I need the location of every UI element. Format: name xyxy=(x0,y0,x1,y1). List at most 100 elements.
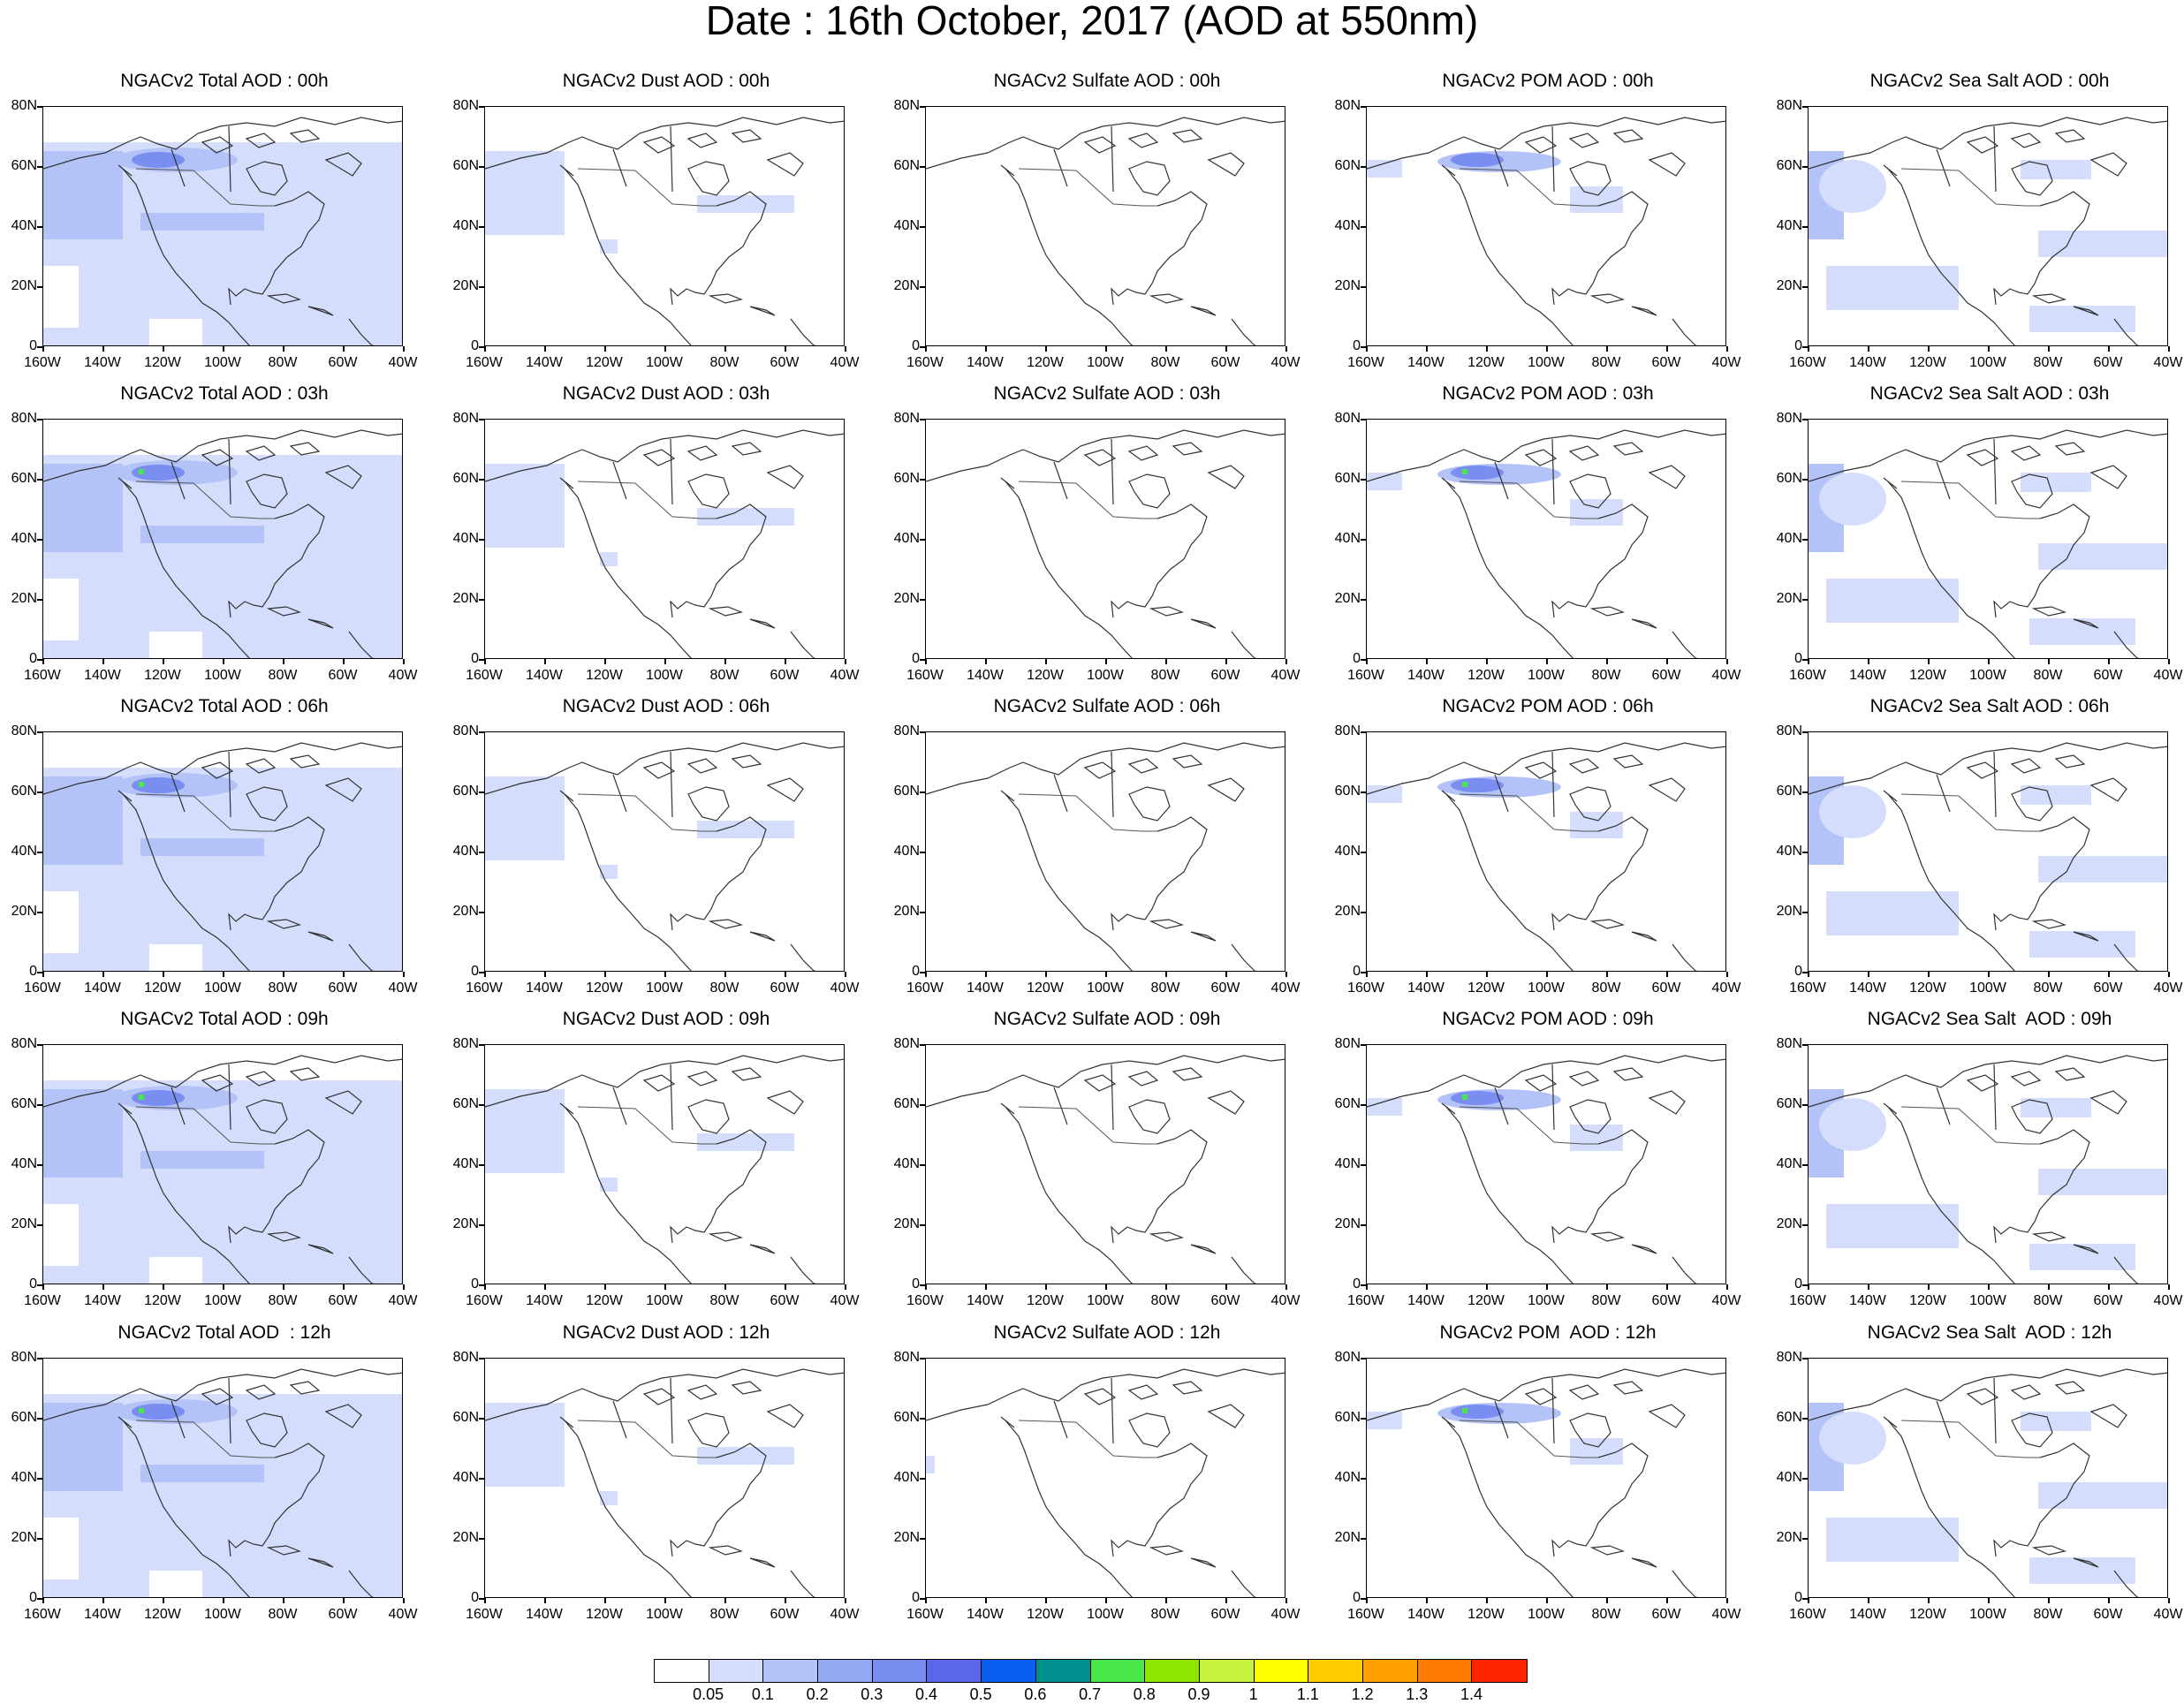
y-tick-label: 60N xyxy=(11,1096,37,1111)
x-tick-mark xyxy=(724,1598,726,1603)
y-tick-mark xyxy=(1802,1598,1808,1600)
y-tick-mark xyxy=(479,1538,484,1540)
y-tick-mark xyxy=(37,1598,42,1600)
x-tick-label: 140W xyxy=(1407,981,1445,996)
colorbar-box xyxy=(655,1660,709,1682)
y-tick-mark xyxy=(920,226,925,228)
x-tick-label: 60W xyxy=(1210,668,1240,683)
x-tick-label: 140W xyxy=(967,1607,1004,1622)
y-tick-label: 80N xyxy=(1776,1036,1802,1051)
x-tick-label: 140W xyxy=(967,1293,1004,1308)
y-tick-mark xyxy=(1802,226,1808,228)
x-tick-label: 60W xyxy=(770,668,800,683)
y-tick-mark xyxy=(479,106,484,108)
x-tick-label: 60W xyxy=(328,668,358,683)
x-tick-label: 160W xyxy=(1347,1293,1384,1308)
map-plot-area xyxy=(1808,731,2168,972)
x-tick-mark xyxy=(1808,972,1809,977)
x-tick-label: 120W xyxy=(1027,1607,1064,1622)
x-tick-mark xyxy=(1285,1598,1287,1603)
x-tick-mark xyxy=(1606,346,1608,352)
colorbar-label: 0.5 xyxy=(969,1685,992,1703)
x-tick-label: 160W xyxy=(906,668,944,683)
y-tick-label: 60N xyxy=(1776,1410,1802,1425)
x-tick-label: 100W xyxy=(1528,355,1565,370)
y-tick-mark xyxy=(1802,106,1808,108)
colorbar-box xyxy=(709,1660,764,1682)
y-tick-label: 20N xyxy=(11,591,37,606)
y-tick-mark xyxy=(479,539,484,541)
x-tick-label: 120W xyxy=(586,355,623,370)
x-tick-label: 140W xyxy=(526,1607,563,1622)
x-tick-mark xyxy=(785,1284,786,1290)
y-tick-mark xyxy=(479,659,484,661)
y-tick-label: 0 xyxy=(1794,1276,1802,1291)
x-tick-mark xyxy=(604,1598,606,1603)
y-tick-label: 60N xyxy=(893,1096,920,1111)
colorbar-box xyxy=(1254,1660,1309,1682)
map-svg xyxy=(1367,1055,1725,1284)
map-svg xyxy=(1809,1055,2167,1284)
x-tick-mark xyxy=(1426,346,1428,352)
y-tick-label: 60N xyxy=(893,784,920,799)
x-tick-label: 60W xyxy=(770,1293,800,1308)
y-tick-label: 20N xyxy=(452,591,479,606)
x-tick-mark xyxy=(845,972,846,977)
x-tick-mark xyxy=(1666,972,1668,977)
x-tick-label: 60W xyxy=(770,981,800,996)
x-tick-mark xyxy=(1606,1598,1608,1603)
x-tick-mark xyxy=(484,972,486,977)
page-title: Date : 16th October, 2017 (AOD at 550nm) xyxy=(705,0,1479,43)
x-tick-mark xyxy=(544,659,546,664)
y-tick-mark xyxy=(920,912,925,913)
x-tick-label: 40W xyxy=(1711,981,1741,996)
colorbar-box xyxy=(1090,1660,1146,1682)
y-tick-mark xyxy=(1802,599,1808,601)
y-tick-mark xyxy=(1361,912,1366,913)
y-tick-mark xyxy=(920,1598,925,1600)
y-tick-label: 60N xyxy=(452,1096,479,1111)
x-tick-mark xyxy=(1988,972,1990,977)
y-tick-label: 40N xyxy=(1776,844,1802,859)
x-tick-mark xyxy=(1486,1598,1488,1603)
x-tick-mark xyxy=(1045,659,1047,664)
x-tick-mark xyxy=(1486,972,1488,977)
x-tick-mark xyxy=(1366,972,1368,977)
x-tick-label: 80W xyxy=(1591,981,1621,996)
y-tick-label: 0 xyxy=(471,1590,479,1605)
y-tick-label: 40N xyxy=(452,1156,479,1171)
x-tick-label: 120W xyxy=(144,1293,181,1308)
map-plot-area xyxy=(1366,106,1726,346)
y-tick-label: 40N xyxy=(1776,1470,1802,1485)
y-tick-mark xyxy=(1802,1104,1808,1106)
x-tick-mark xyxy=(925,659,927,664)
x-tick-mark xyxy=(484,346,486,352)
y-tick-mark xyxy=(1802,1358,1808,1359)
x-tick-mark xyxy=(42,1284,44,1290)
x-tick-label: 140W xyxy=(1849,1607,1886,1622)
x-tick-label: 160W xyxy=(1789,981,1826,996)
x-tick-label: 120W xyxy=(1467,981,1505,996)
x-tick-mark xyxy=(1666,1598,1668,1603)
y-tick-mark xyxy=(920,852,925,853)
y-tick-label: 0 xyxy=(29,338,37,353)
y-tick-label: 80N xyxy=(11,98,37,113)
x-tick-label: 80W xyxy=(709,1607,739,1622)
x-tick-label: 80W xyxy=(268,1293,298,1308)
x-tick-label: 100W xyxy=(646,355,683,370)
x-tick-mark xyxy=(1426,659,1428,664)
x-tick-mark xyxy=(925,1598,927,1603)
x-tick-label: 40W xyxy=(2153,355,2183,370)
map-plot-area xyxy=(1366,419,1726,659)
y-tick-mark xyxy=(479,791,484,793)
y-tick-label: 40N xyxy=(1334,531,1361,546)
x-tick-mark xyxy=(544,346,546,352)
y-tick-label: 40N xyxy=(452,218,479,233)
x-tick-mark xyxy=(1105,1598,1107,1603)
y-tick-mark xyxy=(1802,852,1808,853)
y-tick-mark xyxy=(1361,1538,1366,1540)
x-tick-mark xyxy=(1606,1284,1608,1290)
y-tick-mark xyxy=(1361,791,1366,793)
y-tick-mark xyxy=(1361,1478,1366,1480)
colorbar-label: 0.2 xyxy=(806,1685,829,1703)
